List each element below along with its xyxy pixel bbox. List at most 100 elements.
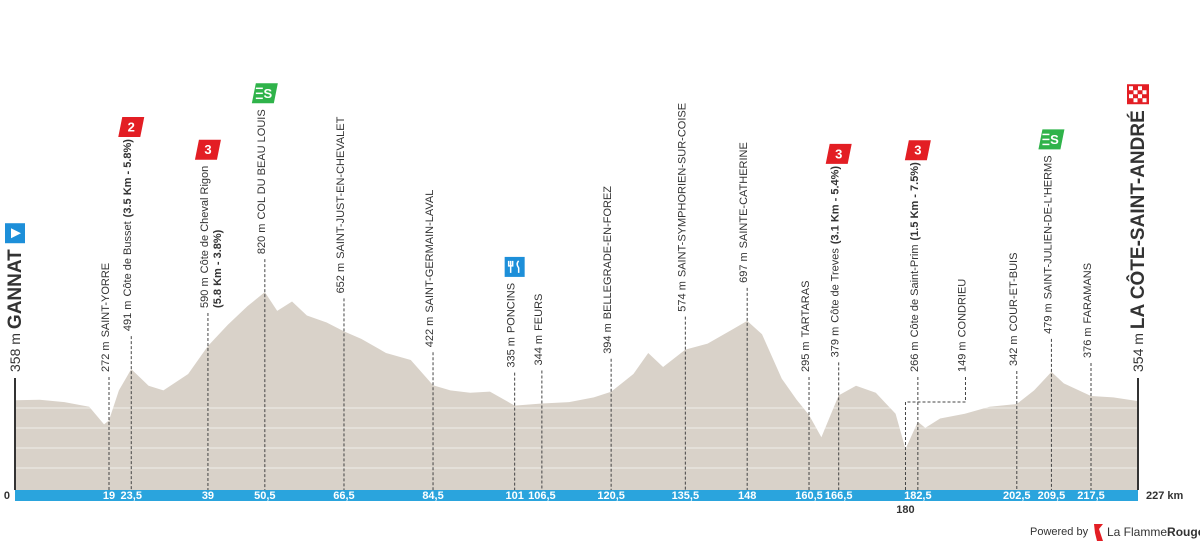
place-name: Côte de Treves xyxy=(830,248,842,323)
waypoint-label: 335 m PONCINS xyxy=(506,283,518,368)
elevation-label: 491 m xyxy=(122,301,134,332)
place-name: SAINT-JULIEN-DE-L'HERMS xyxy=(1042,155,1054,299)
elevation-label: 344 m xyxy=(533,335,545,366)
place-name: COUR-ET-BUIS xyxy=(1008,253,1020,332)
place-name: SAINT-GERMAIN-LAVAL xyxy=(424,190,436,313)
badge-text: S xyxy=(1050,132,1059,147)
place-name: PONCINS xyxy=(506,283,518,333)
place-name: SAINTE-CATHERINE xyxy=(738,142,750,248)
badge-finish xyxy=(1127,84,1149,105)
waypoint-label: 376 m FARAMANS xyxy=(1082,263,1094,358)
km-label: 209,5 xyxy=(1038,490,1066,502)
place-name: Côte de Saint-Prim xyxy=(909,244,921,337)
waypoint-label: 479 m SAINT-JULIEN-DE-L'HERMS xyxy=(1042,155,1054,333)
elevation-label: 590 m xyxy=(199,277,211,308)
checker xyxy=(1138,94,1142,99)
km-label: 166,5 xyxy=(825,490,853,502)
badge-sprint: S xyxy=(1038,129,1065,150)
elevation-label: 335 m xyxy=(506,337,518,368)
checker xyxy=(1129,94,1133,99)
checker xyxy=(1142,90,1147,95)
waypoint-line xyxy=(904,377,966,490)
km-label: 23,5 xyxy=(121,490,142,502)
km-label: 120,5 xyxy=(597,490,625,502)
badge-box xyxy=(504,256,525,277)
elevation-label: 574 m xyxy=(676,281,688,312)
badge-text: S xyxy=(263,86,272,101)
distance-bar xyxy=(15,490,1138,501)
waypoint-label: 590 m Côte de Cheval Rigon xyxy=(199,166,211,308)
waypoint-label: 574 m SAINT-SYMPHORIEN-SUR-COISE xyxy=(676,103,688,312)
elevation-label: 697 m xyxy=(738,252,750,283)
elevation-label: 379 m xyxy=(830,327,842,358)
brand-name-bold: Rouge xyxy=(1167,525,1200,539)
logo-icon xyxy=(1094,524,1103,541)
km-label: 227 km xyxy=(1146,490,1184,502)
place-name: FEURS xyxy=(533,294,545,331)
place-name: Côte de Busset xyxy=(122,221,134,296)
badge-flag xyxy=(118,117,145,138)
km-label: 106,5 xyxy=(528,490,556,502)
waypoint-label: 358 m GANNAT xyxy=(5,249,26,372)
climb-detail: (3.5 Km - 5.8%) xyxy=(122,139,134,218)
checker xyxy=(1133,98,1138,103)
climb-detail: (1.5 Km - 7.5%) xyxy=(909,162,921,241)
badge-flag xyxy=(194,139,221,160)
elevation-profile xyxy=(15,292,1138,490)
waypoint-label: 491 m Côte de Busset (3.5 Km - 5.8%) xyxy=(122,139,134,331)
badge-text: 3 xyxy=(835,146,842,161)
badge-climb: 3 xyxy=(825,143,852,164)
place-name: SAINT-JUST-EN-CHEVALET xyxy=(335,116,347,258)
place-name: CONDRIEU xyxy=(956,279,968,338)
badge-text: 3 xyxy=(204,142,211,157)
waypoint-label: 272 m SAINT-YORRE xyxy=(100,263,112,372)
elevation-label: 354 m xyxy=(1130,333,1146,372)
badge-text: 3 xyxy=(914,143,921,158)
climb-detail: (3.1 Km - 5.4%) xyxy=(830,166,842,245)
km-label: 160,5 xyxy=(795,490,823,502)
powered-by: Powered by xyxy=(1030,526,1089,538)
place-name: FARAMANS xyxy=(1082,263,1094,324)
place-name: SAINT-YORRE xyxy=(100,263,112,338)
badge-climb: 3 xyxy=(904,140,931,161)
place-name: SAINT-SYMPHORIEN-SUR-COISE xyxy=(676,103,688,277)
waypoint-label: 344 m FEURS xyxy=(533,294,545,366)
waypoint-label: 379 m Côte de Treves (3.1 Km - 5.4%) xyxy=(830,166,842,358)
waypoint-label: 422 m SAINT-GERMAIN-LAVAL xyxy=(424,190,436,348)
km-label: 180 xyxy=(896,504,914,516)
footer: Powered by La FlammeRouge xyxy=(1030,524,1200,541)
place-name: TARTARAS xyxy=(800,281,812,338)
badge-sprint: S xyxy=(251,83,278,104)
place-name: BELLEGRADE-EN-FOREZ xyxy=(602,186,614,320)
km-label: 50,5 xyxy=(254,490,275,502)
elevation-label: 479 m xyxy=(1042,303,1054,334)
km-label: 202,5 xyxy=(1003,490,1031,502)
elevation-label: 376 m xyxy=(1082,327,1094,358)
elevation-label: 422 m xyxy=(424,317,436,348)
km-label: 148 xyxy=(738,490,756,502)
place-name: GANNAT xyxy=(5,249,26,329)
feed-icon xyxy=(507,260,520,273)
elevation-label: 652 m xyxy=(335,263,347,294)
place-name: COL DU BEAU LOUIS xyxy=(256,109,268,219)
waypoint-label: 354 m LA CÔTE-SAINT-ANDRÉ xyxy=(1127,110,1149,372)
waypoint-label: 820 m COL DU BEAU LOUIS xyxy=(256,109,268,254)
place-name: Côte de Cheval Rigon xyxy=(199,166,211,274)
badge-flag xyxy=(904,140,931,161)
waypoint-label: 342 m COUR-ET-BUIS xyxy=(1008,253,1020,366)
waypoint-label: 149 m CONDRIEU xyxy=(956,279,968,372)
checker xyxy=(1142,98,1147,103)
badge-text: 2 xyxy=(128,120,135,135)
km-label: 217,5 xyxy=(1077,490,1105,502)
elevation-label: 820 m xyxy=(256,224,268,255)
checker xyxy=(1129,86,1133,91)
badge-climb: 2 xyxy=(118,117,145,138)
elevation-label: 358 m xyxy=(7,333,23,372)
waypoint-label: 652 m SAINT-JUST-EN-CHEVALET xyxy=(335,116,347,293)
badge-feed xyxy=(504,256,525,277)
waypoint-label: 697 m SAINTE-CATHERINE xyxy=(738,142,750,283)
brand-name: La Flamme xyxy=(1107,525,1167,539)
km-label: 182,5 xyxy=(904,490,932,502)
elevation-label: 149 m xyxy=(956,341,968,372)
